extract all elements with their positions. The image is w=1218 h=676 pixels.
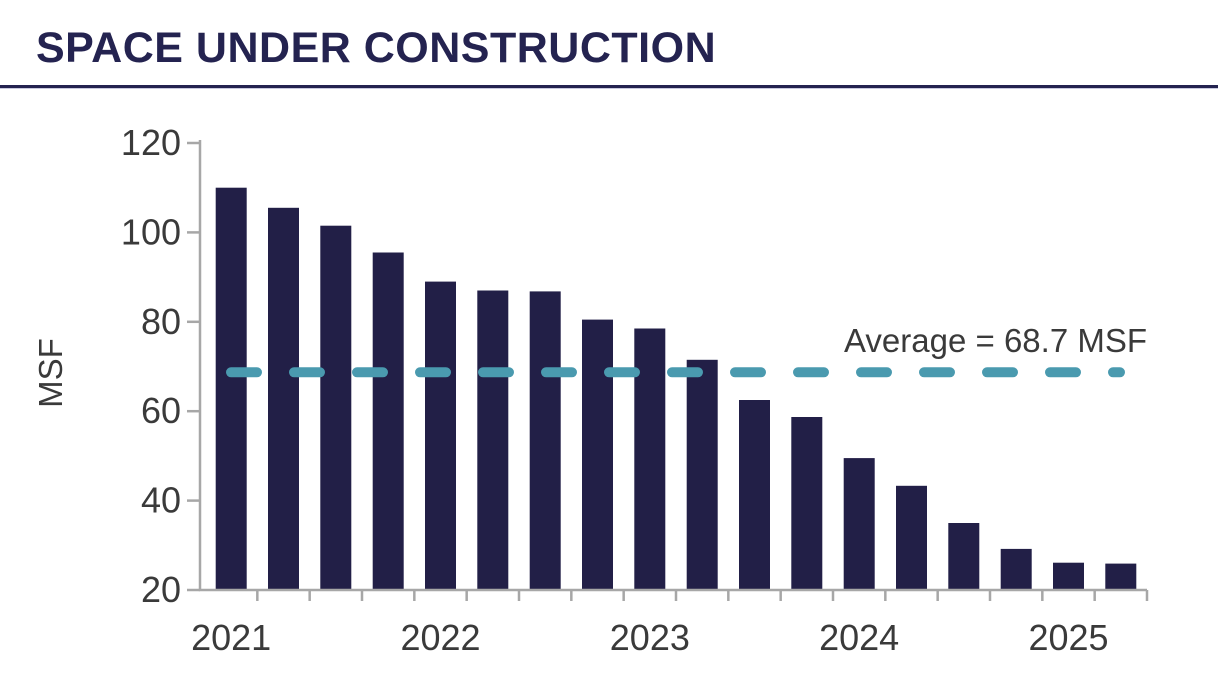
bar-2022-q1 bbox=[425, 281, 456, 590]
y-tick-label-20: 20 bbox=[141, 569, 181, 610]
x-tick-label-2022: 2022 bbox=[400, 617, 480, 658]
bar-2022-q3 bbox=[529, 291, 561, 590]
bar-2021-q2 bbox=[268, 207, 299, 591]
x-axis-labels-group: 2021 2022 2023 2024 2025 bbox=[191, 617, 1108, 658]
bar-2023-q4 bbox=[791, 417, 823, 590]
bar-2024-q4 bbox=[1000, 548, 1032, 590]
y-axis-title: MSF bbox=[32, 338, 69, 408]
y-tick-label-100: 100 bbox=[121, 211, 181, 252]
title-underline-rule bbox=[0, 85, 1218, 89]
average-annotation: Average = 68.7 MSF bbox=[844, 322, 1147, 359]
bar-2021-q1 bbox=[215, 187, 247, 590]
x-tick-label-2023: 2023 bbox=[610, 617, 690, 658]
y-tick-label-120: 120 bbox=[121, 122, 181, 163]
bar-2025-q2 bbox=[1105, 563, 1137, 590]
bar-2023-q1 bbox=[634, 328, 666, 590]
x-axis-ticks-group bbox=[256, 590, 1149, 601]
bar-2022-q2 bbox=[477, 290, 509, 590]
y-tick-label-40: 40 bbox=[141, 480, 181, 521]
x-tick-label-2025: 2025 bbox=[1028, 617, 1108, 658]
y-tick-label-80: 80 bbox=[141, 301, 181, 342]
x-tick-label-2024: 2024 bbox=[819, 617, 899, 658]
page-title: SPACE UNDER CONSTRUCTION bbox=[36, 24, 717, 72]
bars-group bbox=[215, 187, 1137, 591]
bar-2023-q2 bbox=[686, 359, 718, 590]
bar-2024-q1 bbox=[843, 458, 875, 590]
bar-2023-q3 bbox=[739, 400, 770, 590]
bar-2021-q4 bbox=[372, 252, 404, 590]
bar-2024-q2 bbox=[896, 485, 927, 590]
y-tick-label-60: 60 bbox=[141, 390, 181, 431]
bar-2024-q3 bbox=[948, 523, 980, 590]
x-tick-label-2021: 2021 bbox=[191, 617, 271, 658]
bar-2021-q3 bbox=[320, 225, 352, 590]
y-axis-ticks-group: 20 40 60 80 100 120 bbox=[121, 122, 200, 610]
bar-2022-q4 bbox=[582, 319, 613, 590]
bar-2025-q1 bbox=[1053, 562, 1084, 590]
